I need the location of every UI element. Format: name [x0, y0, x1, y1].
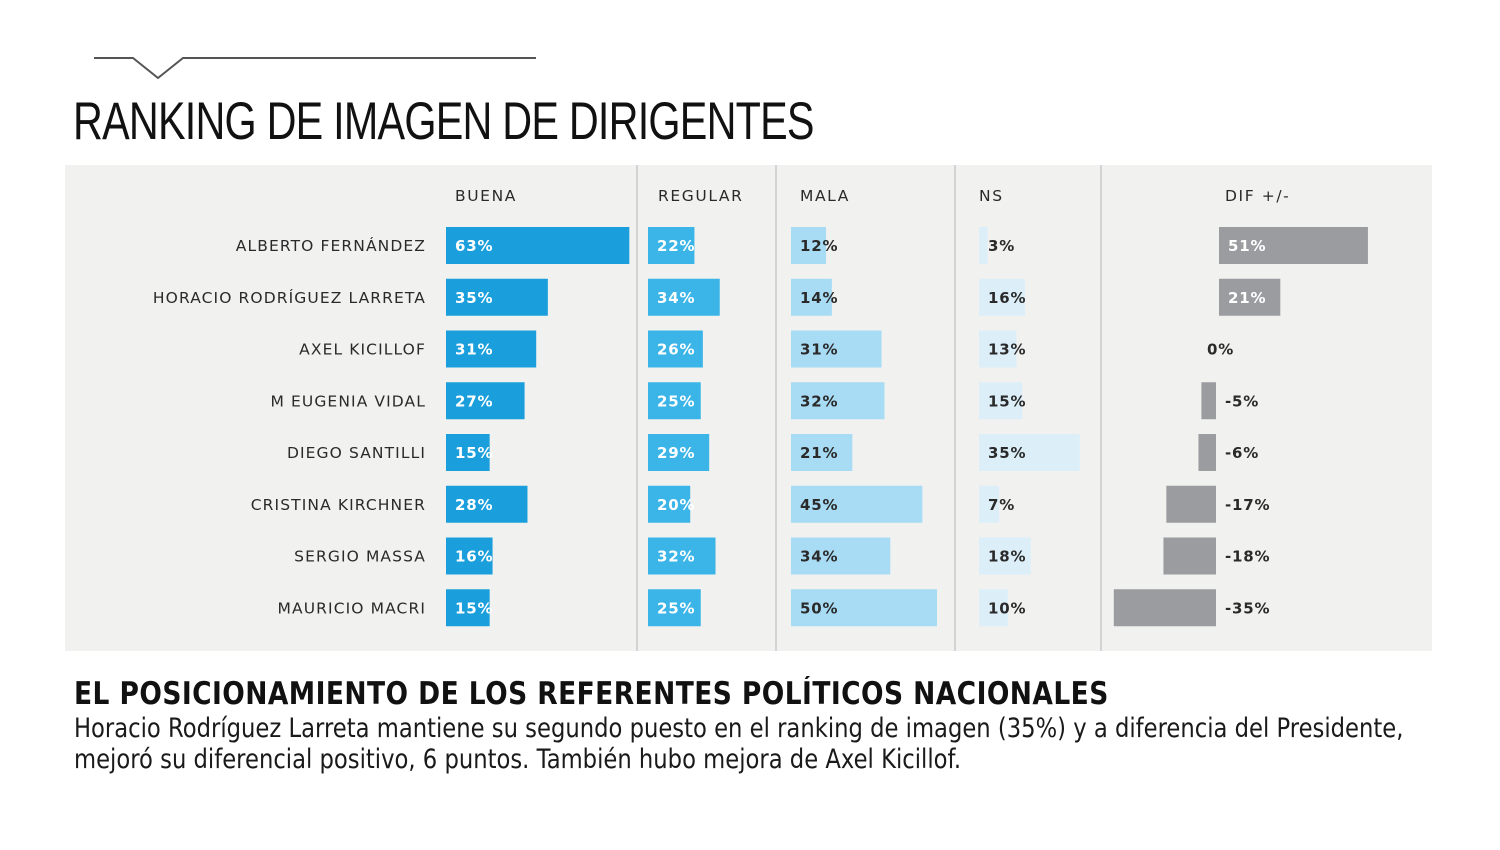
row-label: MAURICIO MACRI [278, 599, 426, 617]
bar-ns [979, 434, 1080, 471]
data-label-ns: 16% [988, 289, 1026, 307]
data-label-buena: 35% [455, 289, 493, 307]
header-rule-with-notch [94, 57, 536, 80]
data-label-ns: 15% [988, 392, 1026, 410]
data-label-ns: 35% [988, 444, 1026, 462]
bar-regular [648, 227, 695, 264]
bar-buena [446, 434, 490, 471]
data-label-mala: 14% [800, 289, 838, 307]
data-label-regular: 32% [657, 548, 695, 566]
data-label-ns: 7% [988, 496, 1015, 514]
bar-regular [648, 434, 710, 471]
data-label-regular: 34% [657, 289, 695, 307]
data-label-mala: 31% [800, 341, 838, 359]
data-label-mala: 12% [800, 237, 838, 255]
bar-ns [979, 278, 1026, 316]
bar-dif [1198, 434, 1216, 471]
ranking-chart: BUENA REGULAR MALA NS DIF +/- ALBERTO FERNÁND… [153, 165, 1368, 651]
column-header-ns: NS [979, 187, 1004, 205]
bar-regular [648, 589, 701, 627]
column-header-mala: MALA [800, 187, 850, 205]
bar-dif [1163, 537, 1216, 575]
column-header-buena: BUENA [455, 187, 517, 205]
bar-ns [979, 382, 1023, 420]
section-description: Horacio Rodríguez Larreta mantiene su se… [74, 713, 1404, 775]
data-label-mala: 45% [800, 496, 838, 514]
bar-regular [648, 330, 703, 368]
data-label-dif: 0% [1207, 341, 1234, 359]
bar-mala [791, 537, 891, 575]
row-label: AXEL KICILLOF [299, 341, 426, 359]
bar-dif [1219, 227, 1368, 264]
data-label-ns: 3% [988, 237, 1015, 255]
bar-buena [446, 330, 537, 368]
bar-ns [979, 485, 1000, 523]
chart-title: RANKING DE IMAGEN DE DIRIGENTES [73, 92, 814, 151]
data-label-buena: 15% [455, 444, 493, 462]
row-label: DIEGO SANTILLI [287, 444, 426, 462]
bar-dif [1113, 589, 1216, 627]
bar-ns [979, 330, 1017, 368]
bar-ns [979, 589, 1008, 627]
data-label-buena: 31% [455, 341, 493, 359]
bar-mala [791, 485, 923, 523]
data-label-regular: 22% [657, 237, 695, 255]
bar-mala [791, 278, 832, 316]
data-label-ns: 13% [988, 341, 1026, 359]
data-label-buena: 27% [455, 392, 493, 410]
row-label: M EUGENIA VIDAL [270, 392, 426, 410]
bar-ns [979, 537, 1031, 575]
data-label-dif: 51% [1228, 237, 1266, 255]
data-label-dif: -35% [1225, 599, 1270, 617]
row-label: ALBERTO FERNÁNDEZ [236, 236, 426, 255]
data-label-dif: -6% [1225, 444, 1259, 462]
bar-buena [446, 382, 525, 420]
bar-buena [446, 485, 528, 523]
data-label-buena: 63% [455, 237, 493, 255]
bar-buena [446, 589, 490, 627]
data-label-buena: 15% [455, 599, 493, 617]
section-subtitle: EL POSICIONAMIENTO DE LOS REFERENTES POL… [74, 676, 1109, 712]
data-label-regular: 26% [657, 341, 695, 359]
row-label: HORACIO RODRÍGUEZ LARRETA [153, 288, 426, 307]
bar-buena [446, 278, 548, 316]
data-label-regular: 25% [657, 599, 695, 617]
bar-mala [791, 589, 937, 627]
bar-regular [648, 382, 701, 420]
data-label-ns: 10% [988, 599, 1026, 617]
row-label: SERGIO MASSA [294, 548, 426, 566]
data-label-mala: 50% [800, 599, 838, 617]
bar-dif [1201, 382, 1216, 420]
bar-buena [446, 537, 493, 575]
data-label-dif: -17% [1225, 496, 1270, 514]
data-label-mala: 32% [800, 392, 838, 410]
data-label-dif: 21% [1228, 289, 1266, 307]
data-label-regular: 25% [657, 392, 695, 410]
bar-regular [648, 485, 691, 523]
data-label-dif: -18% [1225, 548, 1270, 566]
bar-mala [791, 330, 882, 368]
data-label-mala: 21% [800, 444, 838, 462]
bar-ns [979, 227, 988, 264]
data-label-ns: 18% [988, 548, 1026, 566]
bar-dif [1166, 485, 1216, 523]
column-header-regular: REGULAR [658, 187, 743, 205]
data-label-regular: 20% [657, 496, 695, 514]
bar-dif [1219, 278, 1281, 316]
data-label-dif: -5% [1225, 392, 1259, 410]
data-label-buena: 16% [455, 548, 493, 566]
bar-mala [791, 434, 853, 471]
data-label-regular: 29% [657, 444, 695, 462]
bar-regular [648, 537, 716, 575]
row-label: CRISTINA KIRCHNER [251, 496, 426, 514]
data-label-buena: 28% [455, 496, 493, 514]
data-label-mala: 34% [800, 548, 838, 566]
column-header-dif: DIF +/- [1225, 187, 1290, 205]
bar-mala [791, 227, 827, 264]
bar-regular [648, 278, 720, 316]
chart-panel: BUENA REGULAR MALA NS DIF +/- ALBERTO FERNÁND… [65, 165, 1432, 651]
bar-mala [791, 382, 885, 420]
bar-buena [446, 227, 630, 264]
